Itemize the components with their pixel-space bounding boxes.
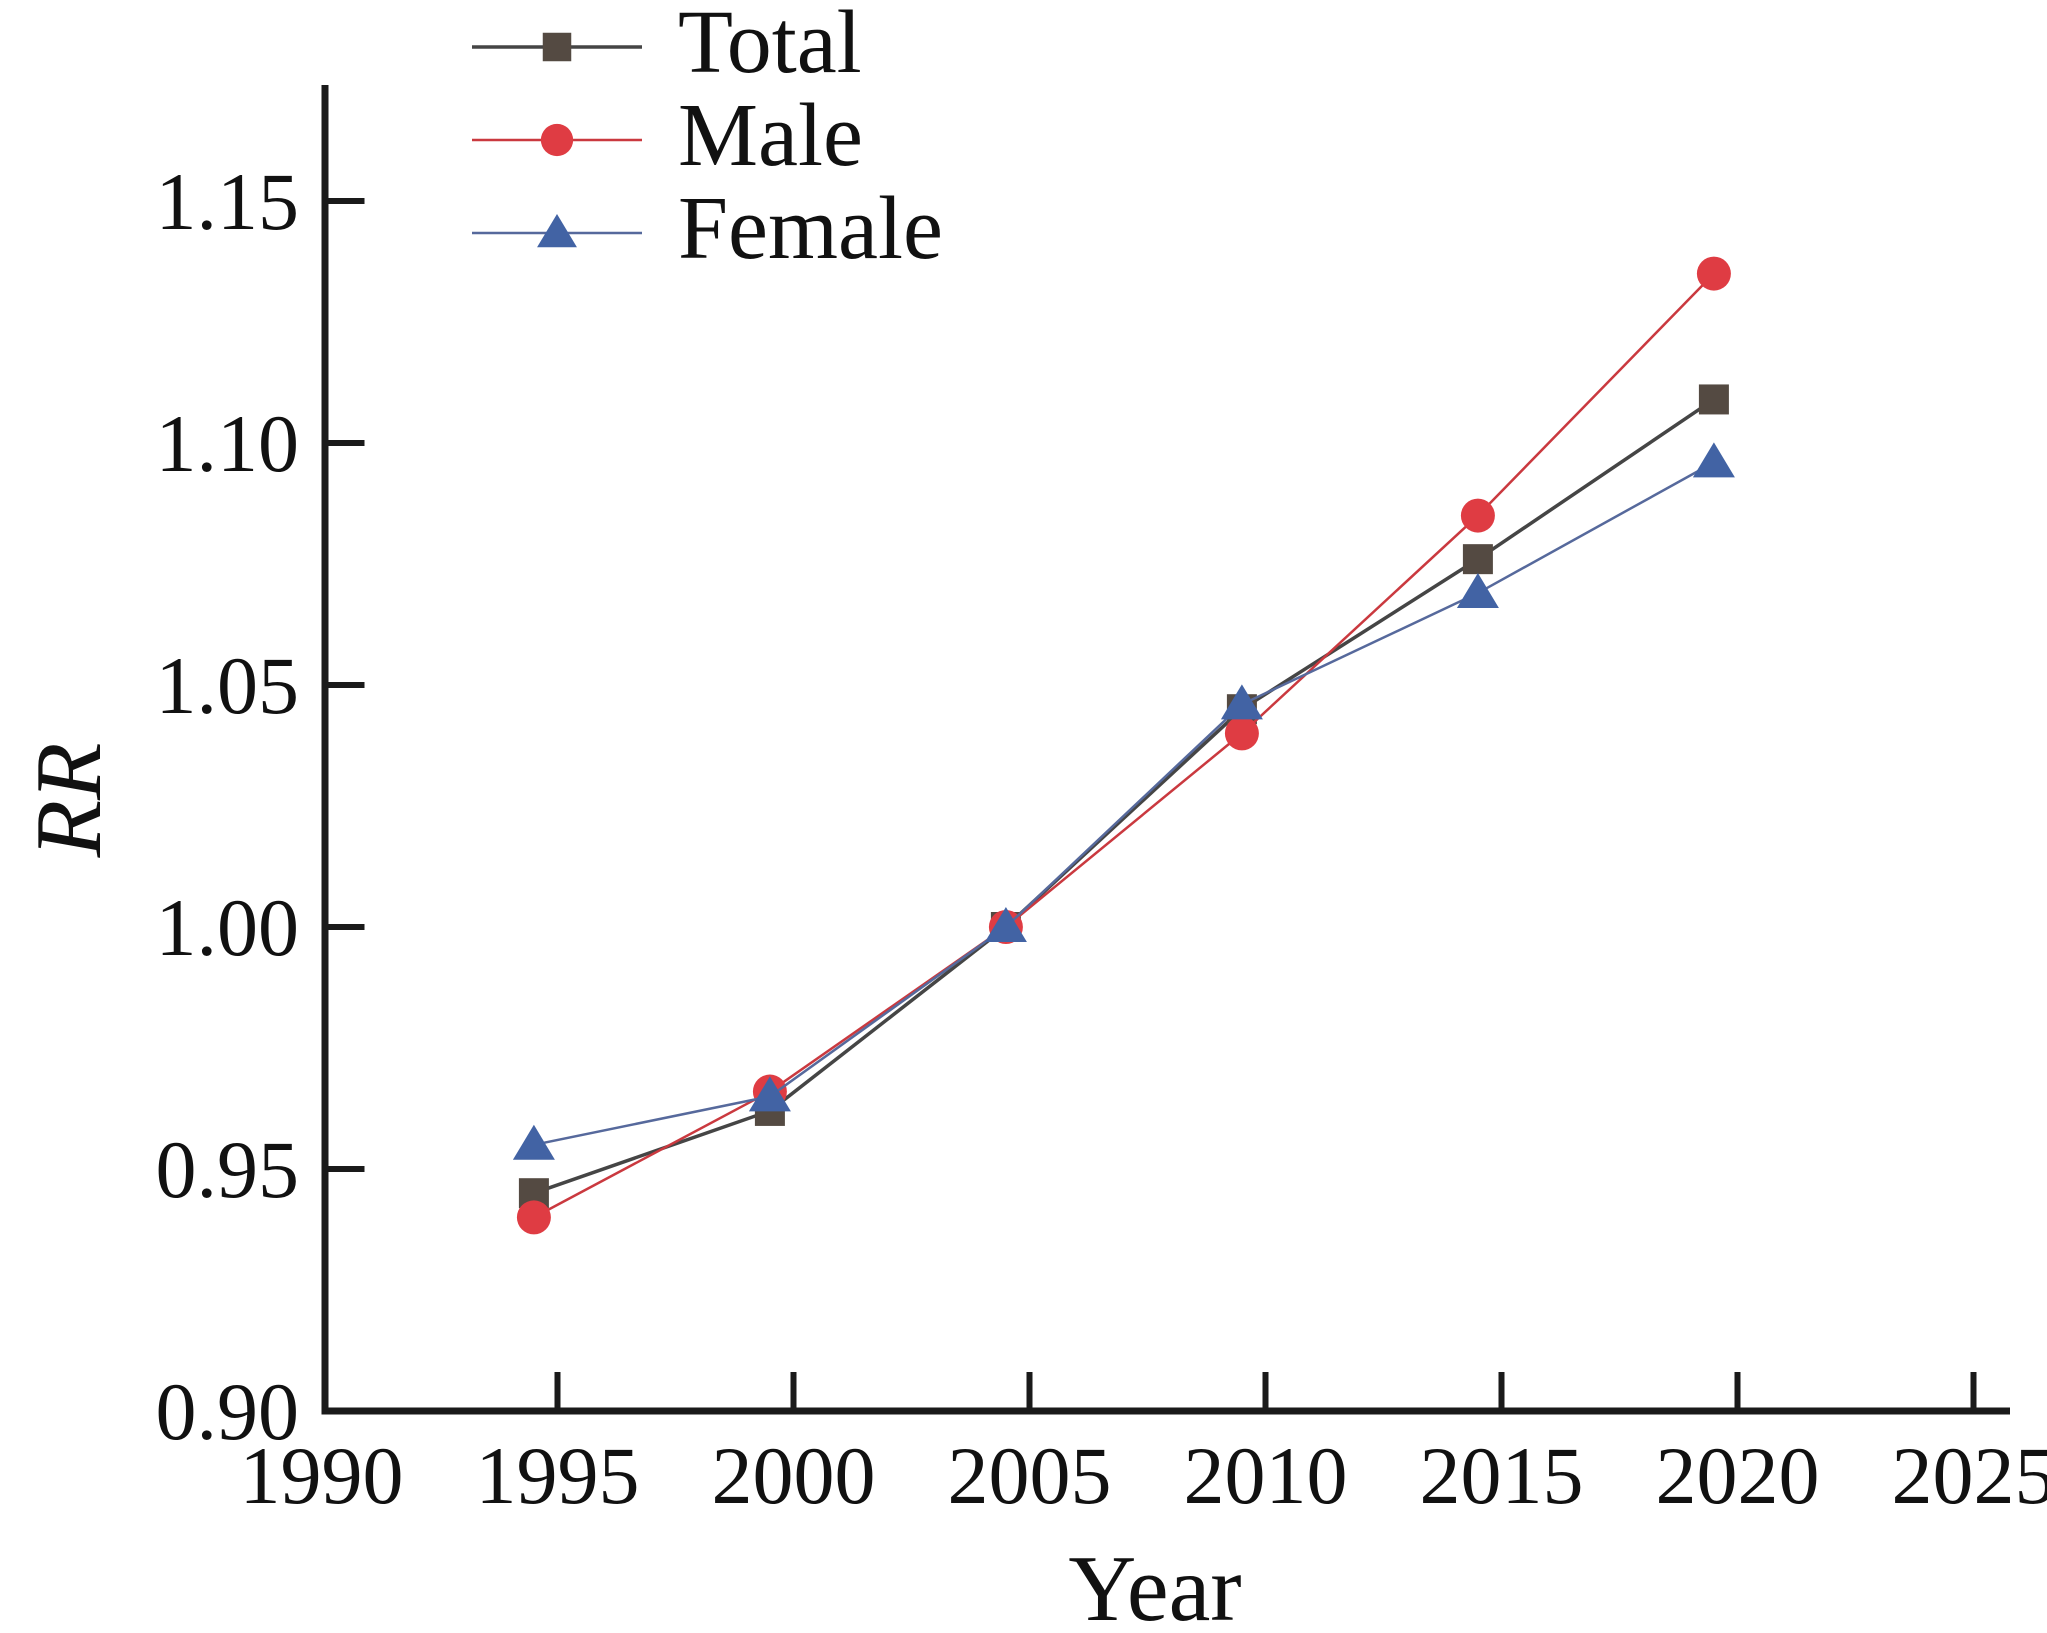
x-tick-label: 2000 bbox=[712, 1430, 876, 1521]
x-tick-label: 2010 bbox=[1184, 1430, 1348, 1521]
y-tick-label: 1.10 bbox=[156, 398, 300, 489]
x-tick-label: 2005 bbox=[948, 1430, 1112, 1521]
circle-marker-icon bbox=[1697, 257, 1731, 291]
triangle-marker-icon bbox=[537, 214, 577, 247]
series-line-female bbox=[534, 462, 1714, 1144]
x-axis-title: Year bbox=[1068, 1537, 1241, 1628]
legend-label-total: Total bbox=[678, 0, 862, 92]
square-marker-icon bbox=[1463, 544, 1493, 574]
y-tick-label: 1.00 bbox=[156, 882, 300, 973]
x-tick-label: 2015 bbox=[1420, 1430, 1584, 1521]
series-female bbox=[513, 442, 1735, 1159]
legend-label-female: Female bbox=[678, 179, 943, 278]
y-tick-label: 1.05 bbox=[156, 640, 300, 731]
x-tick-label: 2020 bbox=[1656, 1430, 1820, 1521]
series-male bbox=[517, 257, 1731, 1235]
triangle-marker-icon bbox=[1457, 573, 1499, 608]
series-total bbox=[519, 384, 1729, 1208]
x-tick-label: 1995 bbox=[476, 1430, 640, 1521]
y-tick-label: 0.95 bbox=[156, 1124, 300, 1215]
circle-marker-icon bbox=[541, 124, 573, 156]
square-marker-icon bbox=[543, 33, 572, 62]
series-line-total bbox=[534, 399, 1714, 1193]
y-tick-label: 1.15 bbox=[156, 156, 300, 247]
y-axis-title: RR bbox=[17, 743, 121, 859]
x-tick-label: 1990 bbox=[240, 1430, 404, 1521]
square-marker-icon bbox=[1699, 384, 1729, 414]
legend-item-total: Total bbox=[472, 0, 862, 92]
legend-item-female: Female bbox=[472, 179, 943, 278]
circle-marker-icon bbox=[1225, 716, 1259, 750]
legend-label-male: Male bbox=[678, 86, 863, 185]
x-tick-label: 2025 bbox=[1892, 1430, 2047, 1521]
legend-item-male: Male bbox=[472, 86, 863, 185]
circle-marker-icon bbox=[1461, 499, 1495, 533]
series-line-male bbox=[534, 274, 1714, 1218]
triangle-marker-icon bbox=[1693, 442, 1735, 477]
circle-marker-icon bbox=[517, 1200, 551, 1234]
